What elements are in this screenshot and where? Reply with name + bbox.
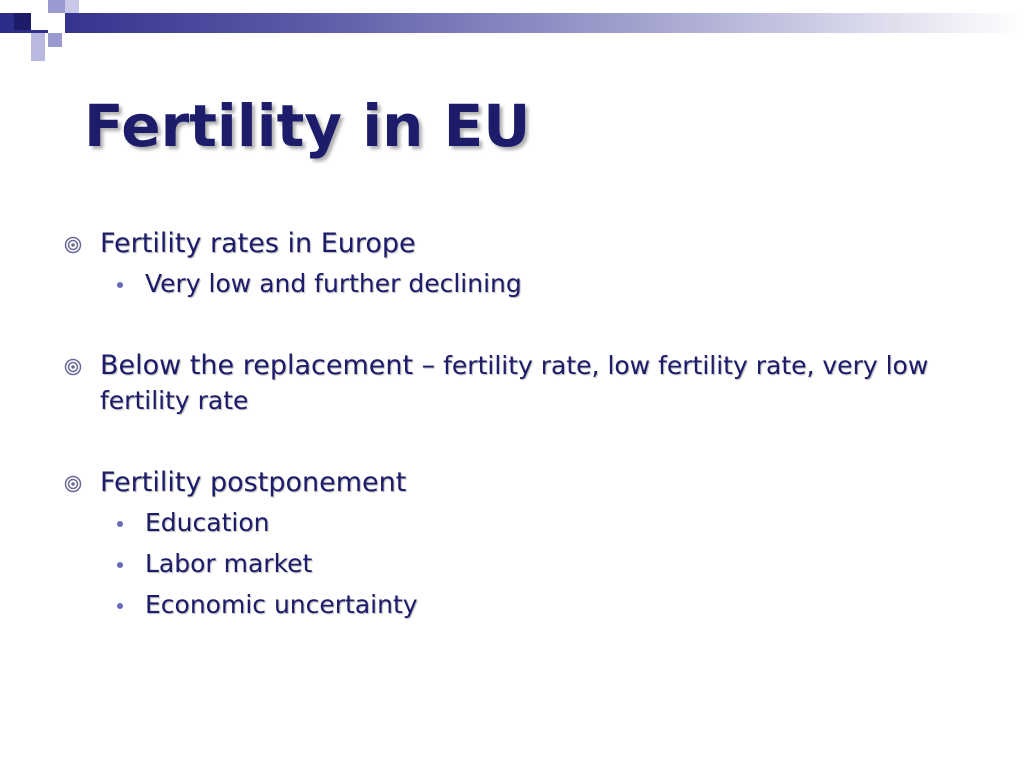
decor-square-small [31,47,45,61]
target-ring-icon [64,358,82,376]
bullet-text-small: fertility rate, low fertility rate, very… [100,351,929,415]
slide-content: Fertility rates in Europe Very low and f… [62,226,962,622]
decor-square-mid [48,0,65,13]
sub-bullet-text: Very low and further declining [145,269,522,298]
target-ring-icon [64,475,82,493]
bullet-text: Fertility rates in Europe [100,228,416,259]
decor-square-lavender-2 [48,33,62,47]
sub-bullet-item: Labor market [62,547,962,581]
header-gradient-band [0,13,1024,33]
sub-bullet-text: Labor market [145,549,313,578]
sub-bullet-item: Very low and further declining [62,267,962,301]
sub-bullet-item: Economic uncertainty [62,588,962,622]
bullet-item: Fertility postponement [62,465,962,500]
bullet-text: Fertility postponement [100,467,407,498]
bullet-text-main: Below the replacement – [100,350,436,381]
dot-icon [117,521,123,527]
bullet-item: Below the replacement – fertility rate, … [62,348,962,418]
target-ring-icon [64,236,82,254]
decor-square-light [31,13,48,30]
decor-square-top [65,0,79,13]
sub-bullet-text: Education [145,508,270,537]
bullet-item: Fertility rates in Europe [62,226,962,261]
decor-square-lavender [31,33,45,47]
dot-icon [117,603,123,609]
decor-square-white [48,13,65,33]
dot-icon [117,562,123,568]
sub-bullet-text: Economic uncertainty [145,590,418,619]
sub-bullet-item: Education [62,506,962,540]
decor-square-dark [14,13,31,30]
dot-icon [117,282,123,288]
slide-title: Fertility in EU [84,92,531,160]
